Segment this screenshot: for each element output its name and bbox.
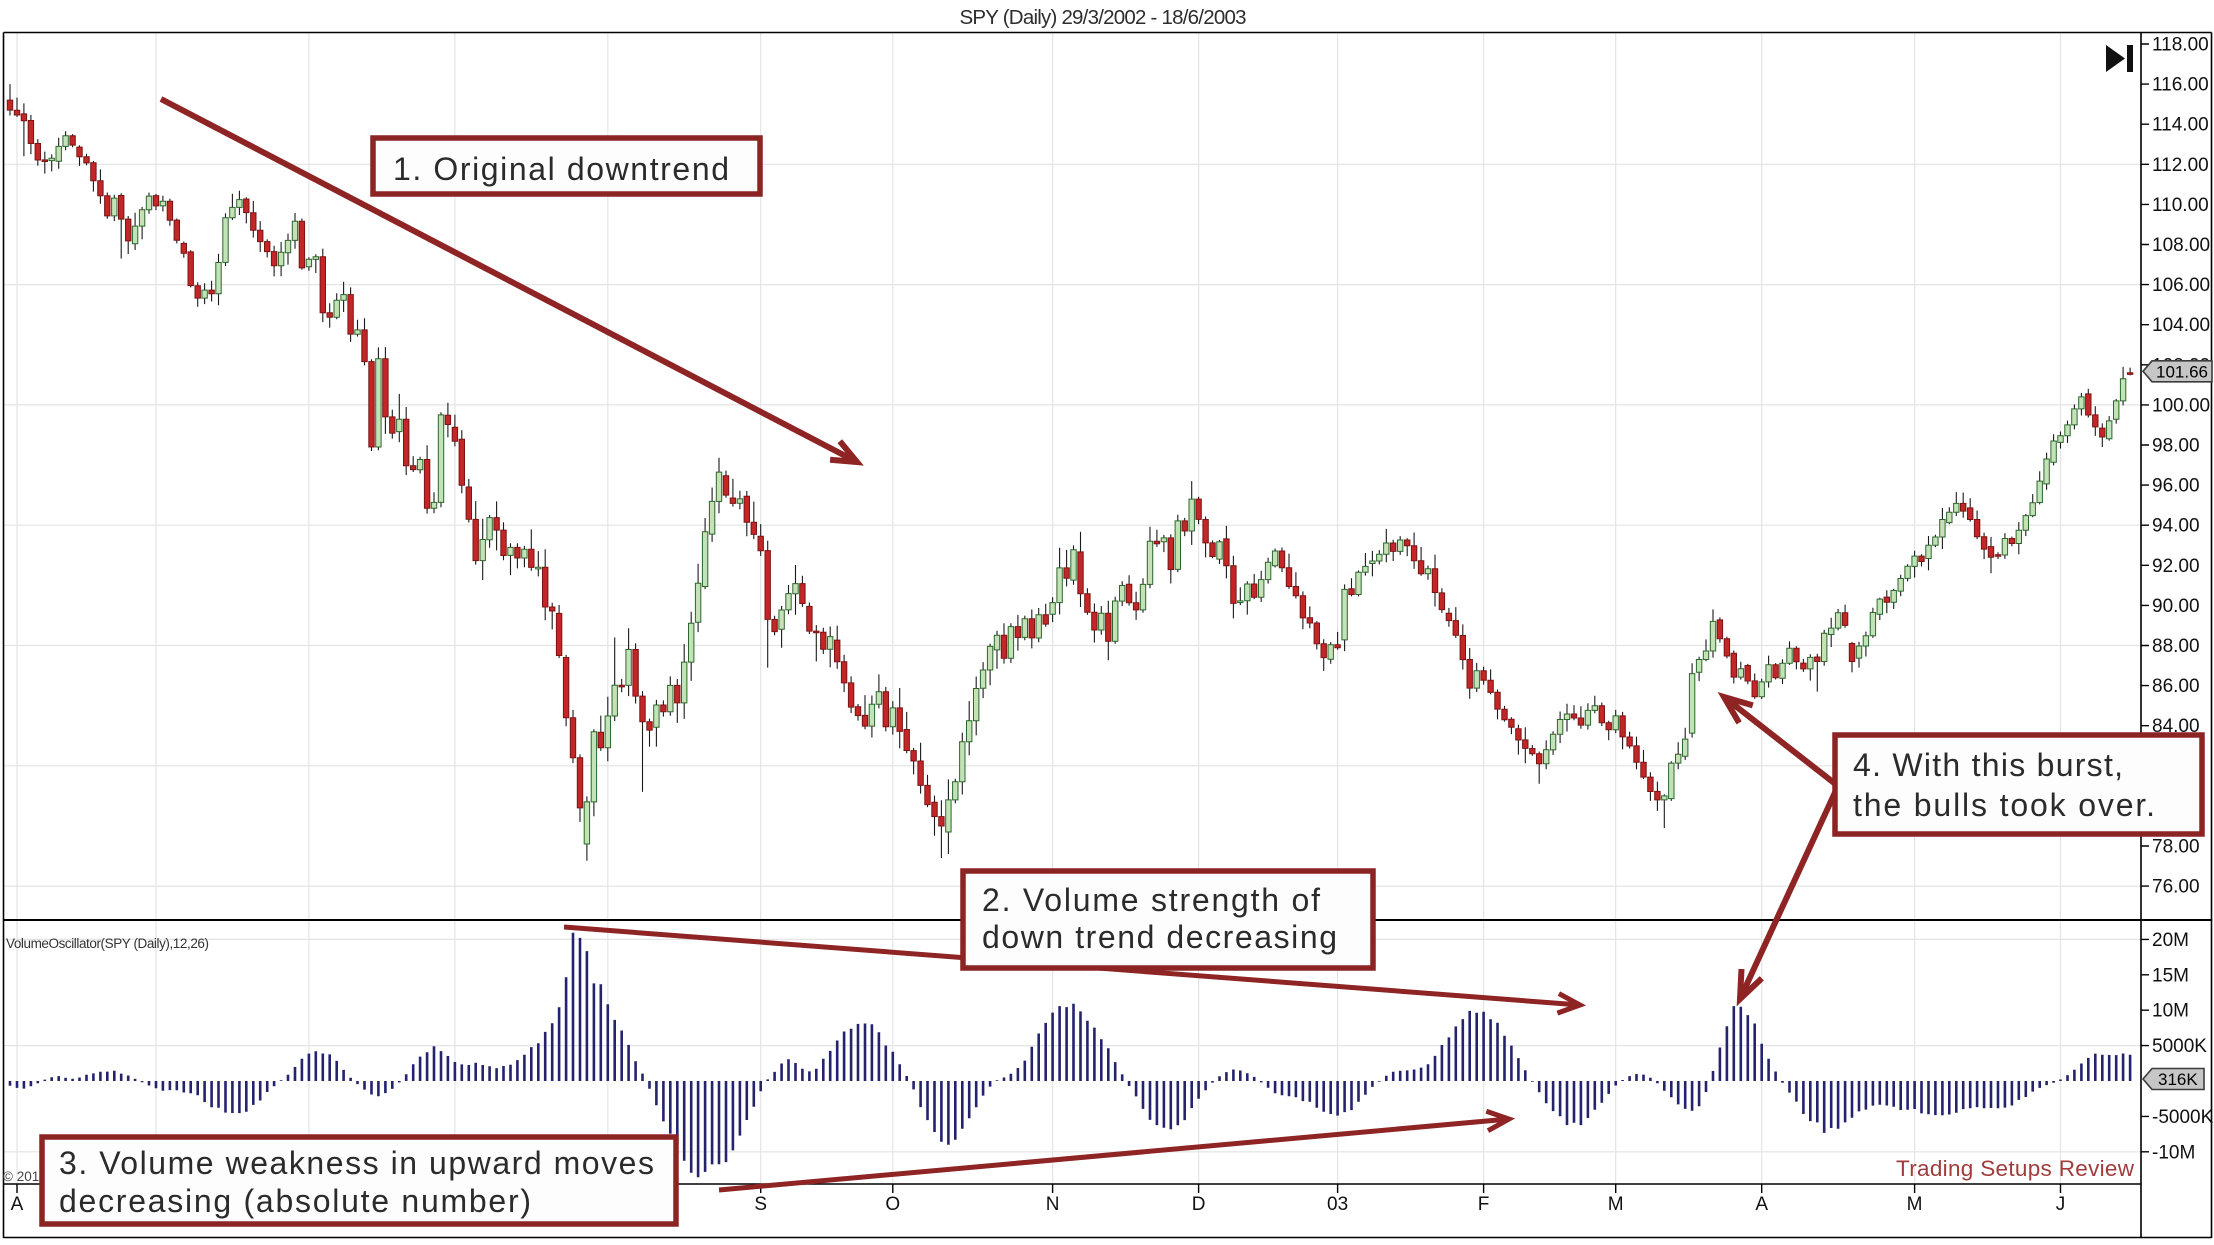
svg-text:4. With this burst,: 4. With this burst, [1853, 747, 2123, 783]
svg-text:M: M [1907, 1194, 1923, 1215]
svg-text:VolumeOscillator(SPY (Daily),1: VolumeOscillator(SPY (Daily),12,26) [6, 936, 209, 951]
svg-text:110.00: 110.00 [2152, 195, 2209, 216]
svg-text:116.00: 116.00 [2152, 75, 2209, 96]
svg-text:2. Volume strength of: 2. Volume strength of [982, 882, 1320, 918]
svg-text:D: D [1192, 1194, 1206, 1215]
svg-text:03: 03 [1327, 1194, 1348, 1215]
svg-text:A: A [11, 1194, 24, 1215]
svg-text:N: N [1046, 1194, 1060, 1215]
svg-text:108.00: 108.00 [2152, 235, 2210, 256]
svg-text:78.00: 78.00 [2152, 837, 2200, 858]
svg-text:98.00: 98.00 [2152, 436, 2200, 457]
svg-text:10M: 10M [2152, 1001, 2189, 1022]
svg-text:A: A [1755, 1194, 1768, 1215]
svg-text:5000K: 5000K [2152, 1036, 2207, 1057]
svg-text:100.00: 100.00 [2152, 395, 2210, 416]
svg-text:316K: 316K [2158, 1070, 2198, 1089]
svg-text:20M: 20M [2152, 930, 2189, 951]
svg-text:F: F [1478, 1194, 1490, 1215]
svg-text:J: J [2056, 1194, 2066, 1215]
svg-text:94.00: 94.00 [2152, 516, 2200, 537]
svg-text:88.00: 88.00 [2152, 636, 2200, 657]
svg-text:112.00: 112.00 [2152, 155, 2209, 176]
svg-text:decreasing (absolute number): decreasing (absolute number) [59, 1183, 531, 1219]
svg-text:15M: 15M [2152, 965, 2189, 986]
svg-text:90.00: 90.00 [2152, 596, 2200, 617]
svg-text:Trading Setups Review: Trading Setups Review [1896, 1156, 2135, 1181]
svg-text:96.00: 96.00 [2152, 476, 2200, 497]
svg-text:104.00: 104.00 [2152, 315, 2210, 336]
svg-text:84.00: 84.00 [2152, 716, 2200, 737]
svg-text:114.00: 114.00 [2152, 115, 2209, 136]
svg-text:118.00: 118.00 [2152, 35, 2209, 56]
svg-text:92.00: 92.00 [2152, 556, 2200, 577]
svg-text:86.00: 86.00 [2152, 676, 2200, 697]
svg-text:101.66: 101.66 [2156, 362, 2208, 381]
svg-text:S: S [754, 1194, 767, 1215]
svg-text:down trend decreasing: down trend decreasing [982, 919, 1337, 955]
svg-text:106.00: 106.00 [2152, 275, 2210, 296]
svg-text:-5000K: -5000K [2152, 1107, 2214, 1128]
svg-text:1. Original downtrend: 1. Original downtrend [393, 151, 729, 187]
svg-text:-10M: -10M [2152, 1142, 2195, 1163]
svg-text:76.00: 76.00 [2152, 877, 2200, 898]
svg-text:SPY (Daily) 29/3/2002 - 18/6/: SPY (Daily) 29/3/2002 - 18/6/2003 [960, 6, 1247, 29]
svg-text:3. Volume weakness in upward m: 3. Volume weakness in upward moves [59, 1145, 654, 1181]
svg-text:M: M [1608, 1194, 1624, 1215]
svg-text:the bulls took over.: the bulls took over. [1853, 787, 2155, 823]
svg-text:O: O [885, 1194, 900, 1215]
